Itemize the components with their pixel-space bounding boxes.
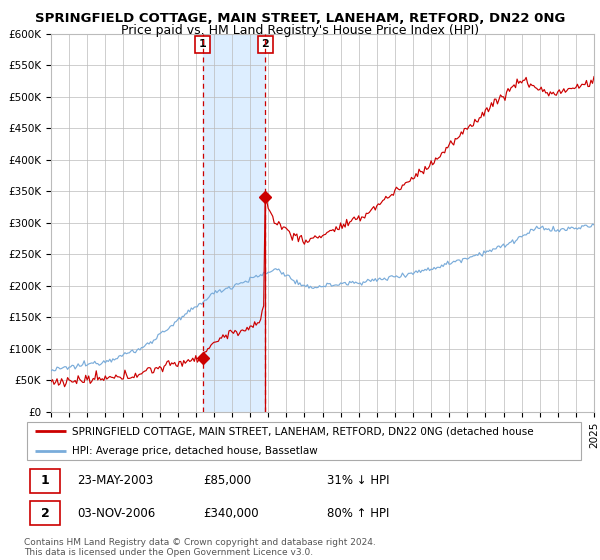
Text: 1: 1 <box>41 474 49 487</box>
Text: SPRINGFIELD COTTAGE, MAIN STREET, LANEHAM, RETFORD, DN22 0NG: SPRINGFIELD COTTAGE, MAIN STREET, LANEHA… <box>35 12 565 25</box>
Text: 03-NOV-2006: 03-NOV-2006 <box>77 507 155 520</box>
Text: Price paid vs. HM Land Registry's House Price Index (HPI): Price paid vs. HM Land Registry's House … <box>121 24 479 37</box>
Bar <box>203 34 265 412</box>
Text: £85,000: £85,000 <box>203 474 251 487</box>
FancyBboxPatch shape <box>27 422 581 460</box>
Text: Contains HM Land Registry data © Crown copyright and database right 2024.
This d: Contains HM Land Registry data © Crown c… <box>24 538 376 557</box>
Text: SPRINGFIELD COTTAGE, MAIN STREET, LANEHAM, RETFORD, DN22 0NG (detached house: SPRINGFIELD COTTAGE, MAIN STREET, LANEHA… <box>71 426 533 436</box>
Text: 31% ↓ HPI: 31% ↓ HPI <box>327 474 389 487</box>
FancyBboxPatch shape <box>29 501 61 525</box>
Text: £340,000: £340,000 <box>203 507 259 520</box>
Text: 80% ↑ HPI: 80% ↑ HPI <box>327 507 389 520</box>
Text: 2: 2 <box>262 39 269 49</box>
Text: HPI: Average price, detached house, Bassetlaw: HPI: Average price, detached house, Bass… <box>71 446 317 456</box>
Text: 1: 1 <box>199 39 206 49</box>
Text: 2: 2 <box>41 507 49 520</box>
FancyBboxPatch shape <box>29 469 61 493</box>
Text: 23-MAY-2003: 23-MAY-2003 <box>77 474 154 487</box>
